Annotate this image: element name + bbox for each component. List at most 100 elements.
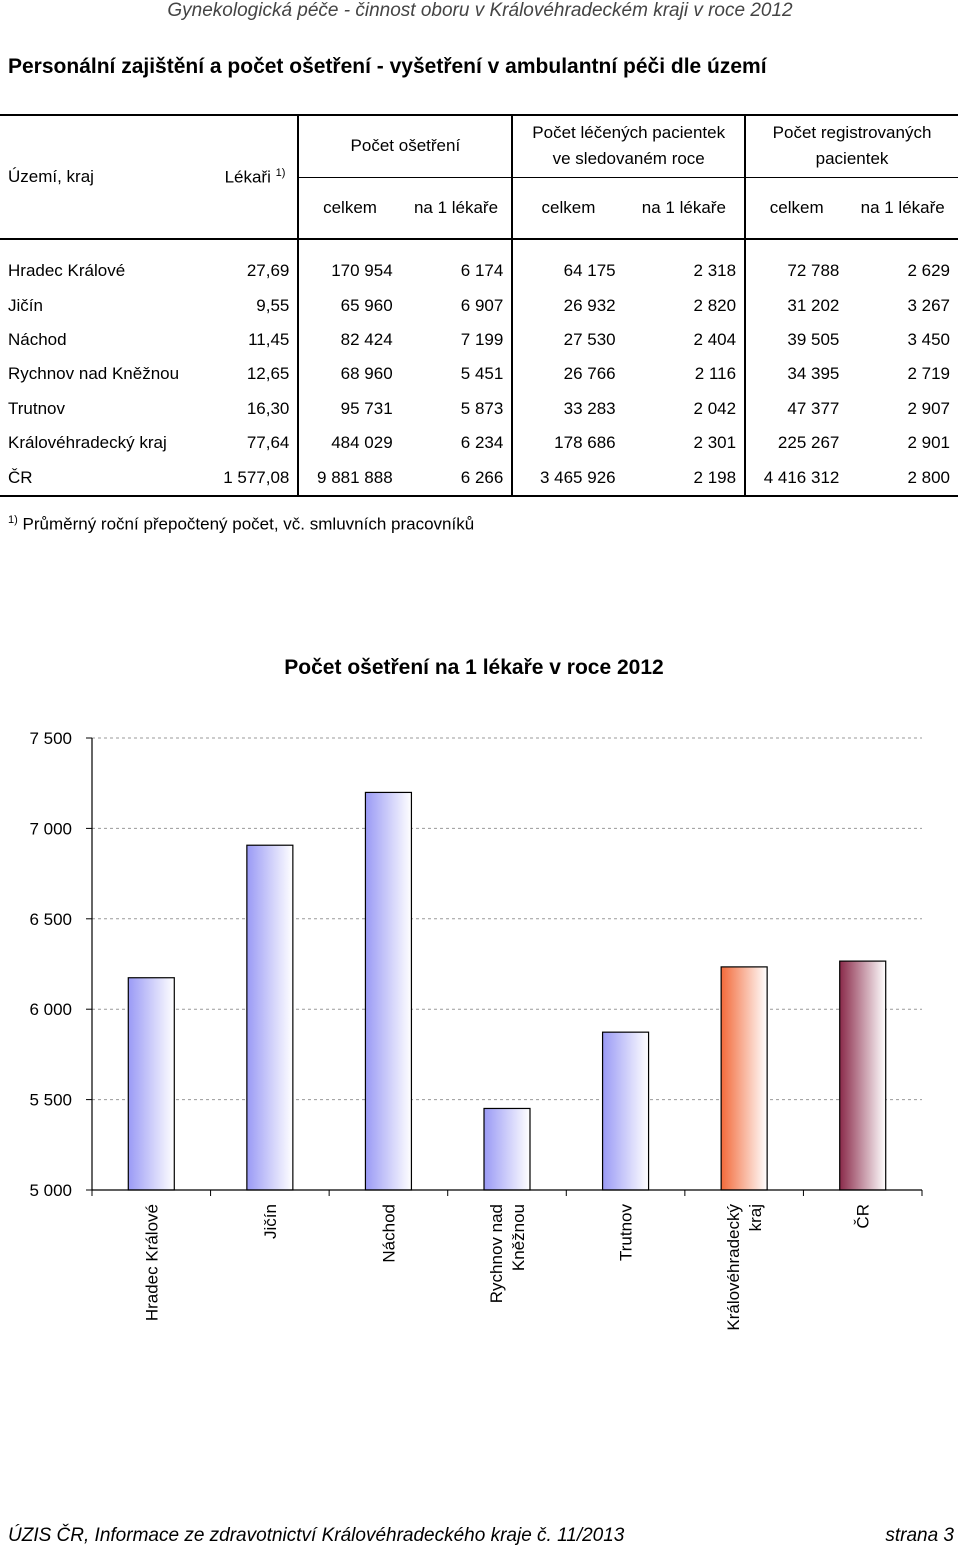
y-tick-label: 7 000	[29, 819, 72, 838]
cell-value: 27,69	[246, 261, 290, 281]
cell-value: 12,65	[246, 364, 290, 384]
cell-territory: Jičín	[8, 295, 43, 315]
cell-value: 2 116	[694, 364, 737, 384]
cell-territory: Hradec Králové	[8, 261, 126, 281]
sub-header-per-doctor: na 1 lékaře	[623, 177, 746, 240]
cell-value: 484 029	[297, 425, 401, 461]
cell-value: 3 450	[907, 329, 950, 349]
cell-value: 26 766	[511, 357, 624, 392]
sub-header-per-doctor: na 1 lékaře	[400, 177, 513, 240]
bar-6	[720, 966, 768, 1191]
bar-5	[601, 1031, 650, 1191]
cell-value: 72 788	[744, 239, 848, 289]
group-header-treated: Počet léčených pacientek ve sledovaném r…	[511, 114, 746, 178]
staffing-table-container: Území, kraj Lékaři 1) Počet ošetření Poč…	[0, 114, 958, 497]
col-header-territory: Území, kraj	[0, 114, 207, 240]
footnote-mark: 1)	[8, 514, 18, 526]
cell-territory: Královéhradecký kraj	[8, 433, 167, 453]
y-tick-label: 6 000	[29, 1000, 72, 1019]
cell-value: 2 198	[623, 460, 746, 497]
cell-value: 27 530	[511, 322, 624, 358]
cell-value: 47 377	[744, 391, 848, 426]
cell-value: 2 719	[907, 364, 950, 384]
cell-value: 68 960	[297, 357, 401, 392]
cell-value: 39 505	[744, 322, 848, 358]
y-tick-label: 7 500	[29, 729, 72, 748]
row-jicin: Jičín 9,55 65 960 6 907 26 932 2 820 31 202 3 2…	[0, 288, 958, 323]
cell-value: 16,30	[246, 398, 290, 418]
cell-value: 64 175	[511, 239, 624, 289]
cell-value: 170 954	[297, 239, 401, 289]
cell-value: 9,55	[256, 295, 290, 315]
cell-value: 5 873	[460, 398, 504, 418]
cell-value: 7 199	[460, 329, 504, 349]
x-category-label: Královéhradecký	[724, 1204, 743, 1331]
cell-value: 2 800	[847, 460, 958, 497]
x-category-label: Kněžnou	[509, 1204, 528, 1271]
bar-chart: 5 000 5 500 6 000 6 500 7 000 7 500 Hradec Krá…	[29, 729, 923, 1331]
page-footer: ÚZIS ČR, Informace ze zdravotnictví Král…	[8, 1525, 954, 1547]
row-trutnov: Trutnov 16,30 95 731 5 873 33 283 2 042 47 377…	[0, 391, 958, 426]
cell-value: 9 881 888	[297, 460, 401, 497]
col-header-doctors-label: Lékaři	[224, 167, 271, 187]
bar-2	[246, 844, 294, 1191]
bar-7	[839, 960, 887, 1191]
y-tick-label: 5 500	[29, 1091, 72, 1110]
row-rychnov: Rychnov nad Kněžnou 12,65 68 960 5 451 26 76…	[0, 357, 958, 392]
footnote: 1) Průměrný roční přepočtený počet, vč. …	[8, 514, 474, 535]
cell-value: 2 629	[907, 261, 950, 281]
sub-header-total: celkem	[511, 177, 624, 240]
cell-value: 2 404	[693, 329, 737, 349]
cell-value: 2 901	[907, 433, 950, 453]
cell-value: 31 202	[744, 288, 848, 323]
group-header-registered-line2: pacientek	[815, 149, 889, 169]
cell-value: 2 907	[907, 398, 950, 418]
x-category-label: Rychnov nad	[487, 1204, 506, 1303]
chart-title: Počet ošetření na 1 lékaře v roce 2012	[284, 656, 664, 679]
table-body: Hradec Králové 27,69 170 954 6 174 64 175 2 3…	[0, 239, 958, 497]
cell-territory: ČR	[0, 460, 207, 497]
cell-value: 3 267	[907, 295, 950, 315]
cell-value: 6 266	[400, 460, 513, 497]
group-header-treated-line1: Počet léčených pacientek	[532, 123, 726, 143]
cell-territory: Rychnov nad Kněžnou	[8, 364, 180, 384]
cell-value: 65 960	[297, 288, 401, 323]
sub-header-per-doctor: na 1 lékaře	[847, 177, 958, 240]
y-tick-label: 6 500	[29, 910, 72, 929]
cell-value: 33 283	[511, 391, 624, 426]
cell-territory: Náchod	[8, 329, 67, 349]
sub-header-total: celkem	[744, 177, 848, 240]
x-category-label: Trutnov	[617, 1204, 636, 1262]
cell-value: 82 424	[297, 322, 401, 358]
chart-bars	[127, 791, 887, 1191]
row-cr: ČR 1 577,08 9 881 888 6 266 3 465 926 2 198 4 …	[0, 460, 958, 497]
bar-4	[483, 1107, 531, 1191]
group-header-registered-line1: Počet registrovaných	[772, 123, 932, 143]
staffing-table: Území, kraj Lékaři 1) Počet ošetření Poč…	[0, 114, 958, 497]
group-header-registered: Počet registrovaných pacientek	[744, 114, 958, 178]
cell-value: 178 686	[511, 425, 624, 461]
col-header-doctors-note: 1)	[275, 166, 286, 179]
cell-value: 2 301	[693, 433, 737, 453]
cell-value: 2 318	[693, 261, 737, 281]
cell-value: 11,45	[248, 329, 290, 349]
cell-value: 4 416 312	[744, 460, 848, 497]
cell-value: 6 907	[460, 295, 504, 315]
cell-value: 95 731	[297, 391, 401, 426]
row-hradec-kralove: Hradec Králové 27,69 170 954 6 174 64 175 2 3…	[0, 239, 958, 289]
x-category-label: ČR	[854, 1204, 873, 1229]
footer-page-number: strana 3	[885, 1525, 954, 1546]
group-header-treatments: Počet ošetření	[297, 114, 513, 178]
y-tick-label: 5 000	[29, 1181, 72, 1200]
x-category-label: kraj	[746, 1204, 765, 1231]
cell-value: 2 820	[693, 295, 737, 315]
cell-value: 77,64	[246, 433, 290, 453]
bar-3	[364, 791, 413, 1191]
chart-grid	[92, 737, 922, 1101]
cell-value: 6 234	[460, 433, 504, 453]
group-header-treated-line2: ve sledovaném roce	[552, 149, 705, 169]
cell-value: 3 465 926	[511, 460, 624, 497]
cell-value: 5 451	[460, 364, 504, 384]
section-title: Personální zajištění a počet ošetření - …	[8, 55, 767, 78]
cell-value: 6 174	[460, 261, 504, 281]
